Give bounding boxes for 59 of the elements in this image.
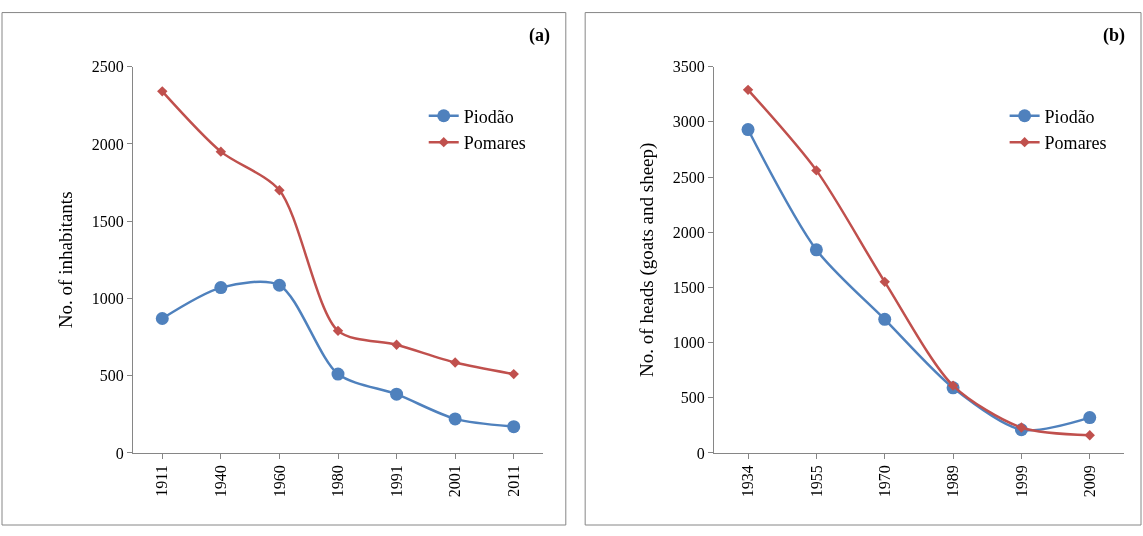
point (331, 367, 345, 381)
x-tick-label: 1960 (270, 465, 288, 498)
y-tick-label: 1500 (91, 212, 124, 230)
x-tick-label: 1934 (739, 465, 757, 498)
point (155, 311, 169, 325)
y-tick-label: 500 (99, 367, 124, 385)
point (878, 312, 892, 326)
x-tick-label: 1940 (212, 465, 230, 498)
point (391, 339, 402, 350)
point (809, 243, 823, 257)
chart-title: (a) (529, 25, 550, 46)
point (274, 185, 285, 196)
x-tick-label: 1999 (1012, 465, 1030, 498)
y-tick-label: 1000 (672, 334, 705, 352)
point (507, 420, 521, 434)
point (332, 325, 344, 337)
chart-title: (b) (1103, 25, 1125, 46)
x-tick-label: 1911 (153, 465, 171, 497)
y-tick-label: 500 (680, 389, 705, 407)
point (449, 357, 461, 368)
x-tick-label: 2009 (1080, 465, 1098, 498)
x-tick-label: 2011 (504, 465, 522, 497)
point (157, 86, 168, 97)
y-axis-title: No. of inhabitants (54, 191, 76, 329)
y-tick-label: 2500 (91, 58, 124, 76)
point (811, 165, 822, 176)
x-tick-label: 1991 (387, 465, 405, 498)
point (272, 278, 286, 292)
point (448, 412, 462, 426)
point (1084, 430, 1095, 441)
point (741, 123, 755, 137)
point (508, 368, 519, 380)
y-tick-label: 3500 (672, 58, 705, 76)
point (1083, 411, 1097, 425)
point (1016, 422, 1027, 433)
legend-label: Piodão (463, 106, 514, 127)
x-tick-label: 1989 (944, 465, 962, 498)
y-tick-label: 1500 (672, 278, 705, 296)
y-tick-label: 0 (696, 444, 705, 462)
y-tick-label: 1000 (91, 290, 124, 307)
point (947, 380, 959, 391)
point (879, 276, 890, 288)
x-tick-label: 1955 (807, 465, 825, 498)
point (215, 146, 227, 157)
point (742, 84, 754, 96)
point (390, 387, 404, 401)
y-tick-label: 3000 (672, 113, 705, 131)
legend-label: Pomares (1044, 133, 1107, 154)
y-tick-label: 2500 (672, 168, 705, 186)
x-tick-label: 2001 (446, 465, 464, 498)
legend-label: Pomares (463, 133, 526, 154)
y-axis-title: No. of heads (goats and sheep) (635, 142, 658, 377)
y-tick-label: 0 (115, 444, 124, 462)
legend-label: Piodão (1044, 106, 1095, 127)
y-tick-label: 2000 (672, 223, 705, 241)
x-tick-label: 1970 (875, 465, 893, 498)
x-tick-label: 1980 (329, 465, 347, 498)
point (214, 281, 228, 295)
y-tick-label: 2000 (91, 135, 124, 153)
